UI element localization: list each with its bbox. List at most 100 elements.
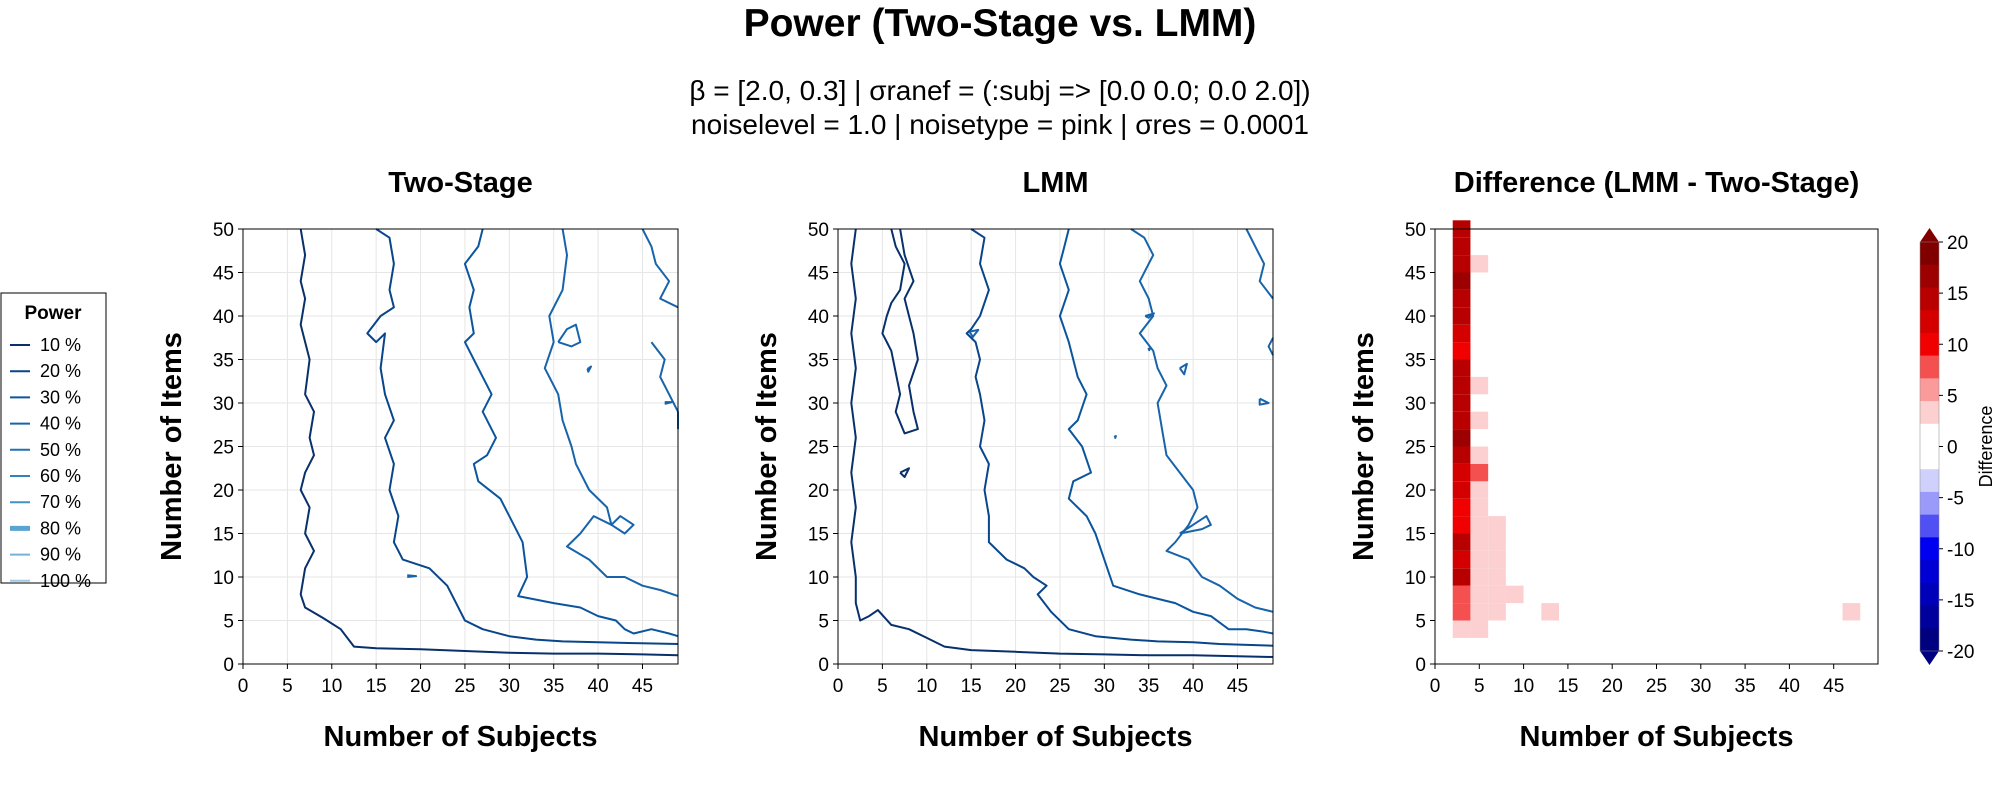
contour-line (299, 228, 679, 657)
heatmap-cell (1452, 620, 1471, 638)
contour-line (1179, 515, 1212, 535)
colorbar-segment (1920, 264, 1939, 288)
y-tick-label: 15 (213, 525, 234, 546)
y-tick-label: 45 (808, 264, 829, 285)
x-tick-label: 35 (1735, 676, 1756, 697)
colorbar-segment (1920, 310, 1939, 334)
y-tick-label: 45 (1405, 264, 1426, 285)
heatmap-cell (1452, 603, 1471, 621)
x-tick-label: 35 (1138, 676, 1159, 697)
contour-line (968, 328, 980, 338)
difference-colorbar: 20 15 10 5 0 -5 -10 -15 -20 Difference (1919, 228, 1996, 665)
legend-entry: 90 % (40, 545, 81, 565)
contour-line (664, 401, 673, 405)
contour-line (557, 323, 582, 348)
heatmap-cell (1452, 289, 1471, 308)
x-tick-label: 10 (916, 676, 937, 697)
y-tick-label: 10 (1405, 568, 1426, 589)
y-tick-label: 5 (818, 612, 829, 633)
legend-frame (0, 292, 107, 584)
panel-lmm: LMM 0 5 10 15 20 25 30 35 40 45 0 5 10 15 20 25 30 35 40 45 5… (751, 167, 1274, 753)
heatmap-cell (1470, 411, 1489, 430)
y-tick-label: 40 (1405, 307, 1426, 328)
colorbar-tick-label: -5 (1947, 489, 1964, 510)
y-tick-label: 5 (223, 612, 234, 633)
heatmap-cell (1470, 498, 1489, 517)
colorbar-tick-label: 5 (1947, 386, 1958, 407)
colorbar-segment (1920, 401, 1939, 425)
heatmap-cell (1452, 498, 1471, 517)
contour-line (881, 228, 919, 435)
heatmap-cell (1470, 376, 1489, 395)
legend-title: Power (24, 303, 82, 324)
contour-line (1058, 228, 1274, 635)
colorbar-tick-label: -20 (1947, 642, 1974, 663)
y-tick-label: 35 (1405, 351, 1426, 372)
figure-subtitle-line2: noiselevel = 1.0 | noisetype = pink | σr… (691, 109, 1309, 140)
y-tick-label: 25 (213, 438, 234, 459)
x-tick-label: 5 (282, 676, 293, 697)
colorbar-segment (1920, 287, 1939, 311)
heatmap-cell (1452, 324, 1471, 343)
panel-two-stage: Two-Stage 0 5 10 15 20 25 30 35 40 45 0 5 10 15 20 25 30 3… (156, 167, 679, 753)
y-tick-label: 10 (213, 568, 234, 589)
panel-title: Difference (LMM - Two-Stage) (1454, 167, 1859, 199)
heatmap-cell (1452, 568, 1471, 586)
heatmap-cell (1470, 568, 1489, 586)
heatmap-cell (1452, 446, 1471, 464)
colorbar-tick-label: 20 (1947, 233, 1968, 254)
heatmap-cell (1452, 376, 1471, 395)
x-tick-label: 15 (961, 676, 982, 697)
x-tick-label: 30 (499, 676, 520, 697)
y-tick-label: 50 (1405, 220, 1426, 241)
heatmap-cell (1488, 533, 1506, 551)
x-tick-label: 35 (543, 676, 564, 697)
colorbar-segment (1920, 628, 1939, 652)
figure-title: Power (Two-Stage vs. LMM) (744, 2, 1257, 45)
colorbar-tick-label: -15 (1947, 591, 1974, 612)
legend-entry: 50 % (40, 440, 81, 460)
y-tick-label: 15 (808, 525, 829, 546)
x-tick-label: 25 (1646, 676, 1667, 697)
x-tick-label: 0 (833, 676, 844, 697)
heatmap-cell (1452, 255, 1471, 273)
legend-entry: 20 % (40, 361, 81, 381)
colorbar-segment (1920, 469, 1939, 493)
heatmap-cell (1452, 411, 1471, 430)
contour-line (1267, 337, 1274, 356)
x-axis-label: Number of Subjects (324, 721, 598, 753)
x-tick-label: 10 (321, 676, 342, 697)
contour-line (650, 341, 679, 430)
panel-difference: Difference (LMM - Two-Stage) 0 5 10 15 20 25 30… (1348, 167, 1879, 753)
x-tick-label: 25 (454, 676, 475, 697)
heatmap-cell (1452, 272, 1471, 290)
heatmap-cell (1452, 550, 1471, 569)
legend-entry: 10 % (40, 335, 81, 355)
heatmap-cell (1488, 603, 1506, 621)
legend-entry: 30 % (40, 387, 81, 407)
x-tick-label: 20 (1602, 676, 1623, 697)
contour-line (610, 515, 635, 535)
heatmap-cell (1452, 429, 1471, 447)
contour-line (463, 228, 679, 638)
heatmap-cell (1470, 255, 1489, 273)
y-tick-label: 30 (213, 394, 234, 415)
heatmap-cell (1470, 481, 1489, 499)
contour-line (1147, 347, 1152, 352)
colorbar-min-arrow (1920, 651, 1939, 665)
x-tick-label: 40 (1183, 676, 1204, 697)
x-tick-label: 0 (1430, 676, 1441, 697)
y-tick-label: 0 (1415, 655, 1426, 676)
heatmap-cell (1452, 516, 1471, 534)
y-axis-label: Number of Items (1348, 332, 1380, 561)
heatmap-cell (1470, 585, 1489, 604)
x-tick-label: 30 (1094, 676, 1115, 697)
colorbar-segment (1920, 537, 1939, 561)
y-tick-label: 35 (213, 351, 234, 372)
y-axis-label: Number of Items (751, 332, 783, 561)
contour-line (586, 365, 592, 373)
contour-line (965, 228, 1274, 647)
x-tick-label: 30 (1690, 676, 1711, 697)
y-tick-label: 40 (808, 307, 829, 328)
